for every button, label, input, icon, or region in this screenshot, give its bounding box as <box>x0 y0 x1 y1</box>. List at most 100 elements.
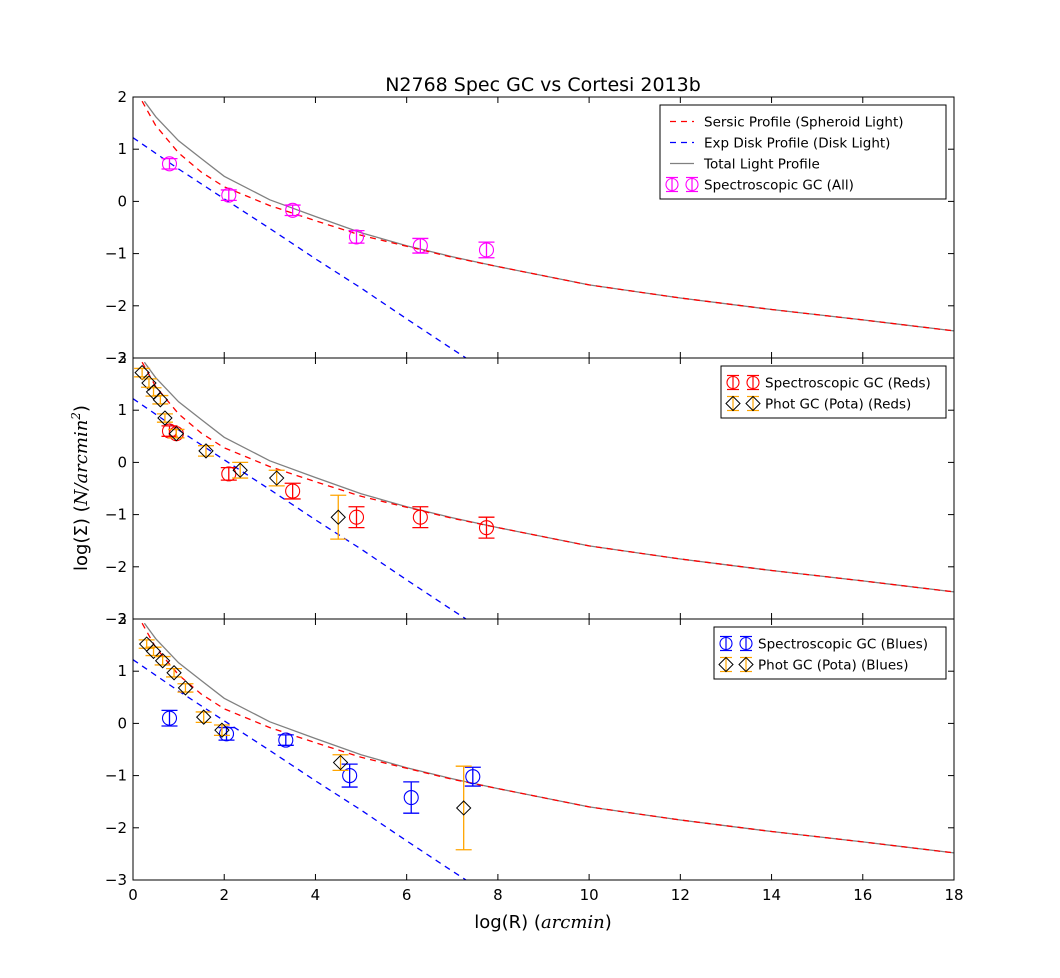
data-point-diamond <box>145 643 162 660</box>
x-tick-label: 2 <box>219 886 229 904</box>
circle-marker <box>348 509 365 525</box>
circle-marker <box>278 732 294 748</box>
data-point-circle <box>412 237 429 254</box>
y-tick-label: 2 <box>117 88 127 106</box>
legend-label: Phot GC (Pota) (Reds) <box>765 397 911 413</box>
circle-marker <box>412 509 428 525</box>
data-point-circle <box>348 506 365 529</box>
data-point-circle <box>220 187 237 203</box>
y-tick-label: −1 <box>105 506 127 524</box>
y-tick-label: −3 <box>105 871 127 889</box>
y-tick-label: −3 <box>105 610 127 628</box>
diamond-marker <box>166 665 182 681</box>
circle-marker <box>478 520 495 536</box>
chart-title: N2768 Spec GC vs Cortesi 2013b <box>385 74 701 96</box>
axes-frame <box>132 618 955 881</box>
x-tick-label: 18 <box>944 886 963 904</box>
legend-label: Sersic Profile (Spheroid Light) <box>704 115 904 131</box>
panel-top: −3 −2 −1 0 1 2 Sersic Profile (Spheroid Light)… <box>105 88 955 367</box>
data-point-diamond <box>166 665 183 681</box>
profile-curves <box>133 361 954 619</box>
legend-diamond-marker <box>745 395 761 412</box>
legend-label: Total Light Profile <box>703 157 820 173</box>
data-point-diamond <box>154 653 171 669</box>
legend-label: Spectroscopic GC (Reds) <box>765 376 931 392</box>
x-tick-label: 0 <box>128 886 138 904</box>
data-point-diamond <box>268 469 285 487</box>
diamond-marker <box>134 364 150 381</box>
circle-marker <box>342 768 358 784</box>
legend-item: Spectroscopic GC (Reds) <box>726 374 931 392</box>
profile-curves <box>133 100 954 358</box>
y-tick-label: −1 <box>105 767 127 785</box>
circle-marker <box>478 242 495 258</box>
data-point-circle <box>161 709 178 727</box>
y-tick-label: −3 <box>105 349 127 367</box>
circle-marker <box>412 238 428 254</box>
legend-item: Exp Disk Profile (Disk Light) <box>670 136 890 152</box>
legend-diamond-marker <box>718 656 734 673</box>
circle-marker <box>221 187 237 203</box>
data-point-circle <box>220 466 237 482</box>
x-tick-label: 16 <box>853 886 872 904</box>
data-point-diamond <box>330 494 347 540</box>
data-point-circle <box>464 766 481 787</box>
sersic-profile-line <box>141 100 954 332</box>
diamond-marker <box>330 509 346 525</box>
series-diamond <box>134 364 347 540</box>
circle-marker <box>161 156 178 172</box>
panel-middle: −3 −2 −1 0 1 2 Spectroscopic GC (Reds) Phot GC … <box>105 349 955 628</box>
data-point-circle <box>277 732 294 748</box>
profile-curves <box>133 622 954 880</box>
data-point-diamond <box>213 722 230 738</box>
legend-item: Phot GC (Pota) (Reds) <box>725 395 911 413</box>
circle-marker <box>221 466 237 482</box>
x-tick-label: 4 <box>311 886 321 904</box>
data-point-circle <box>403 781 420 814</box>
diamond-marker <box>145 643 162 660</box>
x-tick-label: 6 <box>402 886 412 904</box>
legend-item: Phot GC (Pota) (Blues) <box>718 656 908 674</box>
series-diamond <box>138 636 472 851</box>
data-point-circle <box>161 156 178 172</box>
data-point-circle <box>284 202 301 218</box>
x-tick-label: 12 <box>671 886 690 904</box>
x-tick-label: 8 <box>493 886 503 904</box>
legend-item: Total Light Profile <box>670 157 820 173</box>
diamond-marker <box>232 462 248 478</box>
legend: Spectroscopic GC (Blues) Phot GC (Pota) (… <box>713 626 947 680</box>
diamond-marker <box>198 443 214 459</box>
data-point-diamond <box>134 364 151 381</box>
legend-item: Spectroscopic GC (All) <box>665 176 854 194</box>
legend-circle-marker <box>665 177 679 192</box>
diamond-marker <box>154 653 171 669</box>
y-tick-label: 1 <box>117 140 127 158</box>
sersic-profile-line <box>141 361 954 593</box>
circle-marker <box>465 769 481 785</box>
legend-diamond-marker <box>738 656 754 673</box>
data-point-circle <box>478 516 495 539</box>
circle-marker <box>348 229 365 245</box>
data-point-circle <box>412 506 429 529</box>
y-tick-label: −2 <box>105 819 127 837</box>
y-tick-label: −2 <box>105 297 127 315</box>
x-tick-label: 14 <box>762 886 781 904</box>
legend-label: Spectroscopic GC (All) <box>704 178 854 194</box>
exp-disk-profile-line <box>133 137 467 358</box>
legend-item: Spectroscopic GC (Blues) <box>719 635 928 653</box>
total-light-profile-line <box>143 100 954 332</box>
x-tick-label: 10 <box>580 886 599 904</box>
data-point-diamond <box>197 443 214 459</box>
data-point-diamond <box>232 461 249 479</box>
data-point-diamond <box>195 709 212 725</box>
legend-label: Exp Disk Profile (Disk Light) <box>704 136 890 152</box>
legend-circle-marker <box>719 636 733 651</box>
circle-marker <box>403 789 419 806</box>
data-point-diamond <box>177 680 194 696</box>
data-point-circle <box>284 482 301 500</box>
diamond-marker <box>152 392 169 408</box>
y-tick-label: 2 <box>117 349 127 367</box>
y-axis-label: log(Σ) (N/arcmin2) <box>69 405 92 571</box>
